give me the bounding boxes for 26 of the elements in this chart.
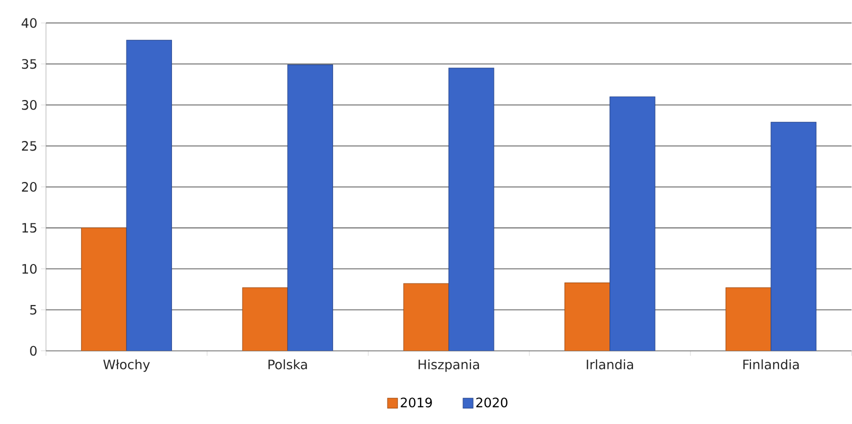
y-tick-label: 40	[22, 18, 37, 28]
bar	[242, 288, 288, 351]
y-tick-label: 20	[22, 182, 37, 192]
legend-label: 2020	[476, 398, 508, 408]
bar	[610, 96, 656, 351]
y-tick-label: 30	[22, 100, 37, 110]
bar	[81, 228, 127, 351]
bar	[726, 288, 772, 351]
bar	[770, 122, 816, 351]
y-tick-label: 0	[30, 346, 37, 356]
x-tick-label: Finlandia	[743, 359, 799, 370]
x-tick-label: Włochy	[103, 359, 150, 372]
bar	[126, 40, 172, 351]
bar	[448, 68, 494, 351]
x-tick-label: Hiszpania	[418, 359, 479, 372]
bar	[287, 64, 334, 351]
bar	[564, 282, 610, 351]
x-tick-label: Polska	[268, 359, 307, 370]
y-tick-label: 15	[22, 223, 36, 233]
y-tick-label: 25	[22, 141, 36, 151]
legend-label: 2019	[400, 398, 432, 408]
bar	[403, 283, 450, 351]
y-tick-label: 5	[30, 305, 36, 315]
y-tick-label: 35	[22, 59, 36, 69]
y-tick-label: 10	[22, 264, 37, 274]
x-tick-label: Irlandia	[586, 359, 634, 370]
